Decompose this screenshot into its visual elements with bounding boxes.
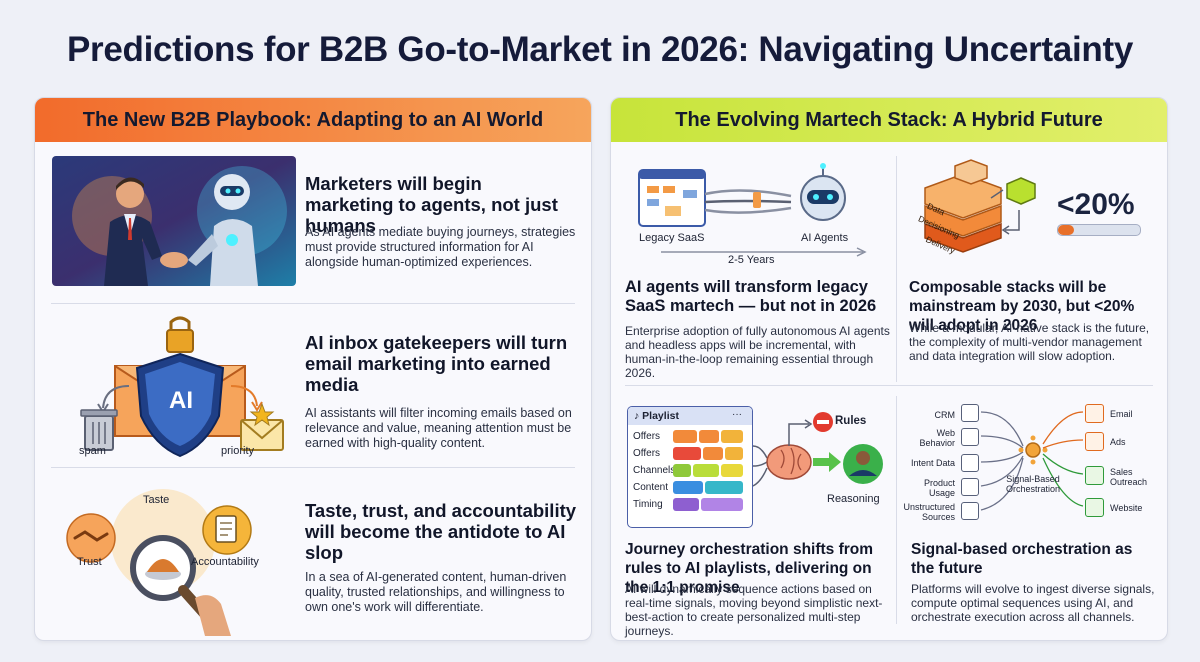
reasoning-label: Reasoning xyxy=(827,493,880,505)
playlist-pill xyxy=(673,464,691,477)
legacy-saas-label: Legacy SaaS xyxy=(639,232,705,244)
item-heading-ai-inbox: AI inbox gatekeepers will turn email mar… xyxy=(305,332,568,395)
playlist-pill xyxy=(673,481,703,494)
playlist-row-label: Offers xyxy=(633,431,661,442)
signal-input-crm: CRM xyxy=(934,410,956,420)
playlist-title-text: Playlist xyxy=(642,410,679,422)
intent-data-icon xyxy=(961,454,979,472)
years-label: 2-5 Years xyxy=(728,254,775,266)
web-behavior-icon xyxy=(961,428,979,446)
signal-input-unstructured-sources: Unstructured Sources xyxy=(903,502,955,522)
sales-outreach-output-icon xyxy=(1085,466,1104,485)
playlist-pill xyxy=(721,464,743,477)
item-body-journey-orchestration: AI will dynamically sequence actions bas… xyxy=(625,582,883,638)
playlist-pill xyxy=(703,447,723,460)
saas-to-agents-illustration xyxy=(638,163,867,257)
spam-label: spam xyxy=(79,445,106,457)
signal-output-email: Email xyxy=(1110,409,1133,419)
playlist-pill xyxy=(699,430,719,443)
item-body-ai-inbox: AI assistants will filter incoming email… xyxy=(305,406,572,450)
right-panel: The Evolving Martech Stack: A Hybrid Fut… xyxy=(610,97,1168,641)
taste-trust-accountability-illustration xyxy=(66,489,252,636)
signal-flow-lines xyxy=(980,411,1084,511)
playlist-titlebar xyxy=(628,407,752,425)
item-body-composable: While a modular, AI-native stack is the … xyxy=(909,321,1150,363)
ai-shield-label: AI xyxy=(169,387,193,414)
playlist-pill xyxy=(701,498,743,511)
item-heading-taste-trust: Taste, trust, and accountability will be… xyxy=(305,500,577,563)
item-heading-marketing-agents: Marketers will begin marketing to agents… xyxy=(305,173,558,236)
item-heading-legacy-saas: AI agents will transform legacy SaaS mar… xyxy=(625,278,877,315)
signal-output-website: Website xyxy=(1110,503,1143,513)
item-body-signal-orchestration: Platforms will evolve to ingest diverse … xyxy=(911,582,1155,624)
playlist-title: ♪ Playlist xyxy=(634,410,679,422)
signal-output-ads: Ads xyxy=(1110,437,1126,447)
playlist-pill xyxy=(673,498,699,511)
divider xyxy=(51,303,575,304)
playlist-pill xyxy=(693,464,719,477)
divider xyxy=(51,467,575,468)
ads-output-icon xyxy=(1085,432,1104,451)
ai-inbox-gatekeeper-illustration xyxy=(80,316,284,458)
left-panel-header: The New B2B Playbook: Adapting to an AI … xyxy=(35,98,591,142)
playlist-row-label: Offers xyxy=(633,448,661,459)
rules-label: Rules xyxy=(835,415,867,427)
divider xyxy=(625,385,1153,386)
item-body-taste-trust: In a sea of AI-generated content, human-… xyxy=(305,570,567,614)
unstructured-sources-icon xyxy=(961,502,979,520)
ai-agents-label: AI Agents xyxy=(801,232,849,244)
playlist-row-label: Content xyxy=(633,482,669,493)
product-usage-icon xyxy=(961,478,979,496)
page-title: Predictions for B2B Go-to-Market in 2026… xyxy=(66,30,1133,69)
vertical-divider xyxy=(896,396,897,624)
playlist-row-label: Timing xyxy=(633,499,663,510)
priority-label: priority xyxy=(221,445,255,457)
item-heading-composable: Composable stacks will be mainstream by … xyxy=(909,279,1135,334)
playlist-more-icon[interactable]: ··· xyxy=(732,409,742,420)
website-output-icon xyxy=(1085,498,1104,517)
trust-label: Trust xyxy=(77,556,102,568)
item-body-marketing-agents: As AI agents mediate buying journeys, st… xyxy=(305,225,576,269)
signal-orchestration-center-label: Signal-Based Orchestration xyxy=(1005,474,1061,494)
playlist-row-label: Channels xyxy=(633,465,676,476)
item-body-legacy-saas: Enterprise adoption of fully autonomous … xyxy=(625,324,890,380)
item-heading-signal-orchestration: Signal-based orchestration as the future xyxy=(911,541,1133,577)
playlist-pill xyxy=(673,447,701,460)
brain-rules-reasoning-illustration xyxy=(752,412,883,487)
adoption-progress-track xyxy=(1057,224,1141,236)
composable-stack-illustration xyxy=(924,159,1036,253)
crm-icon xyxy=(961,404,979,422)
playlist-pill xyxy=(673,430,697,443)
signal-output-sales-outreach: Sales Outreach xyxy=(1110,467,1148,487)
adoption-progress-fill xyxy=(1058,225,1075,235)
playlist-pill xyxy=(705,481,743,494)
right-panel-header: The Evolving Martech Stack: A Hybrid Fut… xyxy=(611,98,1167,142)
item-heading-journey-orchestration: Journey orchestration shifts from rules … xyxy=(625,541,874,596)
accountability-label: Accountability xyxy=(191,556,259,568)
signal-input-web-behavior: Web Behavior xyxy=(919,428,955,448)
signal-input-intent-data: Intent Data xyxy=(910,458,955,468)
vertical-divider xyxy=(896,156,897,382)
playlist-pill xyxy=(725,447,743,460)
taste-label: Taste xyxy=(143,494,170,506)
email-output-icon xyxy=(1085,404,1104,423)
handshake-robot-illustration xyxy=(52,156,296,286)
playlist-pill xyxy=(721,430,743,443)
signal-input-product-usage: Product Usage xyxy=(923,478,955,498)
left-panel: The New B2B Playbook: Adapting to an AI … xyxy=(34,97,592,641)
adoption-stat: <20% xyxy=(1057,188,1135,221)
